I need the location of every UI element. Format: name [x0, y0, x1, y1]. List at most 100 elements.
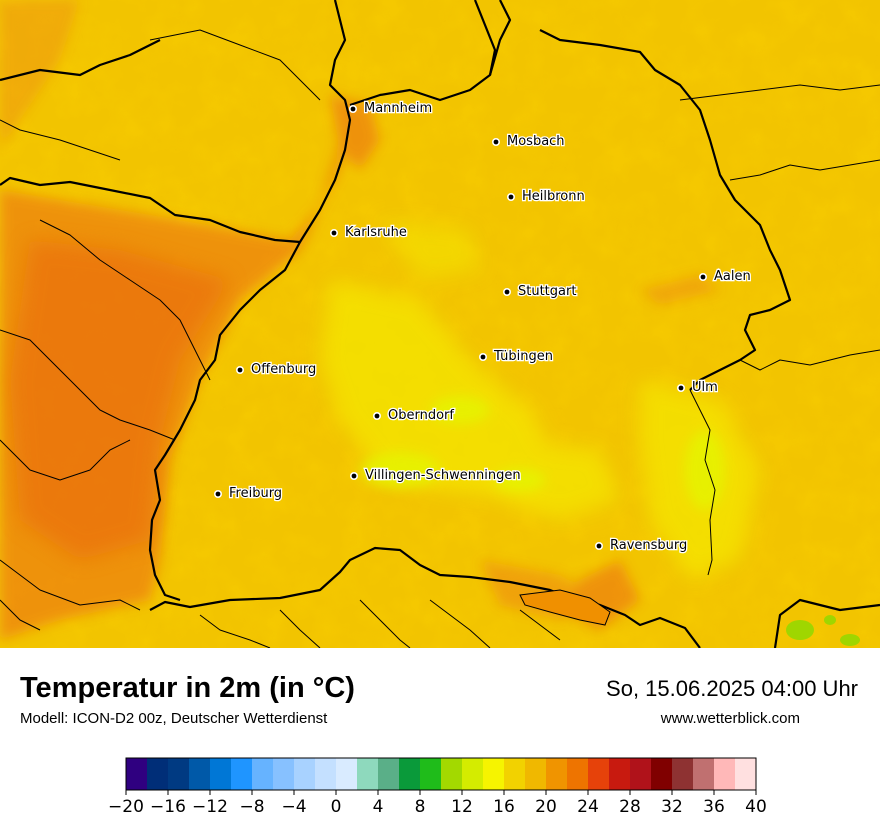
legend-swatch — [567, 758, 589, 790]
legend-tick-label: 4 — [373, 797, 384, 817]
city-dot — [596, 543, 602, 549]
city-karlsruhe: Karlsruhe — [330, 224, 408, 241]
city-freiburg: Freiburg — [214, 485, 283, 502]
city-oberndorf: Oberndorf — [373, 407, 456, 424]
legend-tick-label: −20 — [108, 797, 144, 817]
bodensee-lake — [519, 589, 611, 626]
city-offenburg: Offenburg — [236, 361, 318, 378]
legend-tick-label: 12 — [451, 797, 473, 817]
legend-swatch — [231, 758, 253, 790]
legend-tick-label: 0 — [331, 797, 342, 817]
city-dot — [504, 289, 510, 295]
legend-tick-label: −12 — [192, 797, 228, 817]
city-dot — [374, 413, 380, 419]
city-stuttgart: Stuttgart — [503, 283, 578, 300]
green-spots — [786, 615, 860, 646]
legend-swatch — [168, 758, 190, 790]
city-label-fill: Stuttgart — [518, 284, 576, 299]
legend-swatch — [735, 758, 757, 790]
legend-swatch — [378, 758, 400, 790]
legend-swatch — [441, 758, 463, 790]
city-label-fill: Mosbach — [507, 134, 565, 149]
legend-tick-label: 28 — [619, 797, 641, 817]
city-label-fill: Offenburg — [251, 362, 316, 377]
city-label-fill: Mannheim — [364, 101, 432, 116]
temperature-legend: −20 −16 −12 −8 −4 0 4 8 12 16 20 24 28 32 36 40 — [108, 757, 767, 817]
legend-swatch — [189, 758, 211, 790]
legend-swatch — [273, 758, 295, 790]
temperature-map: Mannheim Mosbach Heilbronn Karlsruhe Aalen St… — [0, 0, 880, 648]
legend-swatch — [315, 758, 337, 790]
city-mannheim: Mannheim — [349, 100, 433, 117]
city-dot — [351, 473, 357, 479]
legend-swatch — [210, 758, 232, 790]
legend-swatch — [546, 758, 568, 790]
legend-swatch — [672, 758, 694, 790]
legend-swatch — [609, 758, 631, 790]
city-dot — [678, 385, 684, 391]
legend-tick-label: −4 — [281, 797, 306, 817]
legend-swatch — [126, 758, 148, 790]
legend-tick-label: 16 — [493, 797, 515, 817]
legend-tick-label: 40 — [745, 797, 767, 817]
city-mosbach: Mosbach — [492, 133, 566, 150]
city-label-fill: Ulm — [692, 380, 718, 395]
city-tuebingen: Tübingen — [479, 348, 554, 365]
legend-swatch — [420, 758, 442, 790]
legend-tick-label: 24 — [577, 797, 599, 817]
map-title: Temperatur in 2m (in °C) — [20, 672, 355, 704]
yellow-green-spots — [360, 396, 725, 510]
city-label-fill: Heilbronn — [522, 189, 585, 204]
model-info: Modell: ICON-D2 00z, Deutscher Wetterdie… — [20, 710, 328, 727]
district-borders — [0, 29, 880, 648]
legend-swatches — [126, 758, 757, 790]
city-ulm: Ulm — [677, 379, 719, 396]
legend-swatch — [588, 758, 610, 790]
map-footer: Temperatur in 2m (in °C) Modell: ICON-D2… — [0, 648, 880, 830]
legend-tick-label: −8 — [239, 797, 264, 817]
city-dot — [493, 139, 499, 145]
city-label-fill: Karlsruhe — [345, 225, 407, 240]
city-label-fill: Oberndorf — [388, 408, 454, 423]
legend-tick-label: 8 — [415, 797, 426, 817]
city-aalen: Aalen — [699, 268, 752, 285]
city-label-fill: Ravensburg — [610, 538, 687, 553]
forecast-datetime: So, 15.06.2025 04:00 Uhr — [606, 676, 858, 701]
legend-swatch — [525, 758, 547, 790]
city-label-fill: Freiburg — [229, 486, 282, 501]
city-label-fill: Villingen-Schwenningen — [365, 468, 521, 483]
legend-ticks: −20 −16 −12 −8 −4 0 4 8 12 16 20 24 28 32 36 40 — [108, 790, 767, 817]
legend-swatch — [630, 758, 652, 790]
legend-swatch — [294, 758, 316, 790]
legend-swatch — [399, 758, 421, 790]
city-markers: Mannheim Mosbach Heilbronn Karlsruhe Aalen St… — [214, 100, 752, 554]
legend-swatch — [651, 758, 673, 790]
city-dot — [480, 354, 486, 360]
legend-swatch — [693, 758, 715, 790]
city-dot — [237, 367, 243, 373]
state-borders — [0, 0, 880, 648]
legend-swatch — [714, 758, 736, 790]
legend-tick-label: 36 — [703, 797, 725, 817]
hot-regions — [10, 240, 230, 560]
city-villingen: Villingen-Schwenningen — [350, 467, 522, 484]
legend-swatch — [504, 758, 526, 790]
city-label-fill: Tübingen — [493, 349, 553, 364]
legend-swatch — [147, 758, 169, 790]
legend-frame — [125, 757, 757, 791]
city-dot — [215, 491, 221, 497]
legend-swatch — [483, 758, 505, 790]
legend-swatch — [252, 758, 274, 790]
city-dot — [331, 230, 337, 236]
legend-swatch — [357, 758, 379, 790]
legend-swatch — [336, 758, 358, 790]
city-dot — [508, 194, 514, 200]
city-label-fill: Aalen — [714, 269, 751, 284]
city-ravensburg: Ravensburg — [595, 537, 689, 554]
legend-tick-label: 20 — [535, 797, 557, 817]
city-heilbronn: Heilbronn — [507, 188, 586, 205]
city-dot — [350, 106, 356, 112]
website-link[interactable]: www.wetterblick.com — [660, 710, 800, 727]
city-dot — [700, 274, 706, 280]
legend-tick-label: 32 — [661, 797, 683, 817]
